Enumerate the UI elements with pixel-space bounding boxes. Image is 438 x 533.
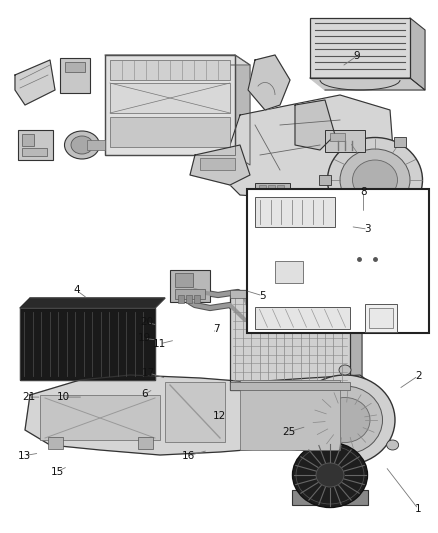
- Ellipse shape: [71, 136, 93, 154]
- Text: 19: 19: [138, 334, 151, 343]
- Polygon shape: [220, 95, 395, 200]
- Text: 5: 5: [259, 291, 266, 301]
- Bar: [178, 295, 184, 303]
- Bar: [22, 148, 47, 156]
- Polygon shape: [15, 60, 55, 105]
- Bar: [365, 304, 397, 332]
- Bar: [186, 295, 192, 303]
- Text: 10: 10: [57, 392, 70, 402]
- Bar: [310, 18, 410, 78]
- Bar: [255, 307, 350, 329]
- Text: 7: 7: [213, 324, 220, 334]
- Ellipse shape: [295, 375, 395, 465]
- Bar: [175, 273, 193, 287]
- Text: 15: 15: [50, 467, 64, 477]
- Bar: [255, 183, 290, 198]
- Ellipse shape: [343, 244, 392, 279]
- Bar: [394, 213, 406, 223]
- Polygon shape: [350, 290, 362, 402]
- Polygon shape: [105, 55, 250, 65]
- Polygon shape: [20, 298, 165, 308]
- Text: 11: 11: [153, 339, 166, 349]
- Bar: [87, 140, 105, 150]
- Ellipse shape: [286, 285, 300, 299]
- Polygon shape: [410, 18, 425, 90]
- Polygon shape: [295, 100, 335, 150]
- Bar: [247, 189, 429, 333]
- Polygon shape: [190, 145, 250, 185]
- Ellipse shape: [307, 386, 382, 454]
- Bar: [292, 490, 368, 505]
- Text: 21: 21: [22, 392, 35, 402]
- Bar: [18, 130, 53, 160]
- Ellipse shape: [316, 463, 344, 487]
- Bar: [319, 175, 331, 185]
- Text: 13: 13: [18, 451, 31, 461]
- Ellipse shape: [291, 440, 304, 450]
- Bar: [230, 290, 350, 298]
- Bar: [258, 200, 286, 214]
- Ellipse shape: [320, 398, 370, 442]
- Bar: [394, 137, 406, 147]
- Text: 3: 3: [364, 224, 371, 234]
- Polygon shape: [310, 78, 425, 90]
- Bar: [60, 58, 90, 93]
- Bar: [110, 117, 230, 147]
- Ellipse shape: [340, 149, 410, 211]
- Bar: [240, 380, 340, 450]
- Text: 9: 9: [353, 51, 360, 61]
- Ellipse shape: [282, 281, 304, 303]
- Ellipse shape: [328, 138, 423, 222]
- Bar: [105, 55, 235, 155]
- Bar: [230, 290, 350, 390]
- Polygon shape: [248, 55, 290, 110]
- Bar: [175, 289, 205, 299]
- Bar: [200, 158, 235, 170]
- Ellipse shape: [353, 160, 398, 200]
- Bar: [170, 270, 210, 302]
- Bar: [255, 197, 336, 227]
- Bar: [110, 83, 230, 113]
- Bar: [40, 395, 160, 440]
- Ellipse shape: [260, 249, 335, 299]
- Bar: [268, 185, 275, 196]
- Bar: [230, 382, 350, 390]
- Bar: [110, 60, 230, 80]
- Text: 4: 4: [73, 286, 80, 295]
- Bar: [48, 437, 63, 449]
- Text: 6: 6: [141, 390, 148, 399]
- Text: 1: 1: [415, 504, 422, 514]
- Bar: [22, 134, 34, 146]
- Bar: [20, 308, 155, 380]
- Bar: [370, 308, 393, 328]
- Bar: [325, 130, 365, 152]
- Bar: [20, 308, 155, 380]
- Text: 20: 20: [140, 318, 153, 327]
- Ellipse shape: [64, 131, 99, 159]
- Bar: [194, 295, 200, 303]
- Ellipse shape: [293, 442, 367, 507]
- Text: 2: 2: [415, 371, 422, 381]
- Bar: [138, 437, 153, 449]
- Ellipse shape: [387, 440, 399, 450]
- Bar: [276, 261, 304, 283]
- Text: 17: 17: [142, 368, 155, 378]
- Text: 16: 16: [182, 451, 195, 461]
- Polygon shape: [235, 55, 250, 165]
- Text: 12: 12: [212, 411, 226, 421]
- Text: 25: 25: [283, 427, 296, 437]
- Bar: [65, 62, 85, 72]
- Ellipse shape: [283, 271, 312, 291]
- Ellipse shape: [339, 365, 351, 375]
- Ellipse shape: [67, 74, 83, 86]
- Bar: [165, 382, 225, 442]
- Bar: [330, 133, 345, 141]
- Polygon shape: [25, 375, 385, 455]
- Bar: [105, 55, 235, 155]
- Bar: [259, 185, 266, 196]
- Text: 8: 8: [360, 187, 367, 197]
- Bar: [277, 185, 284, 196]
